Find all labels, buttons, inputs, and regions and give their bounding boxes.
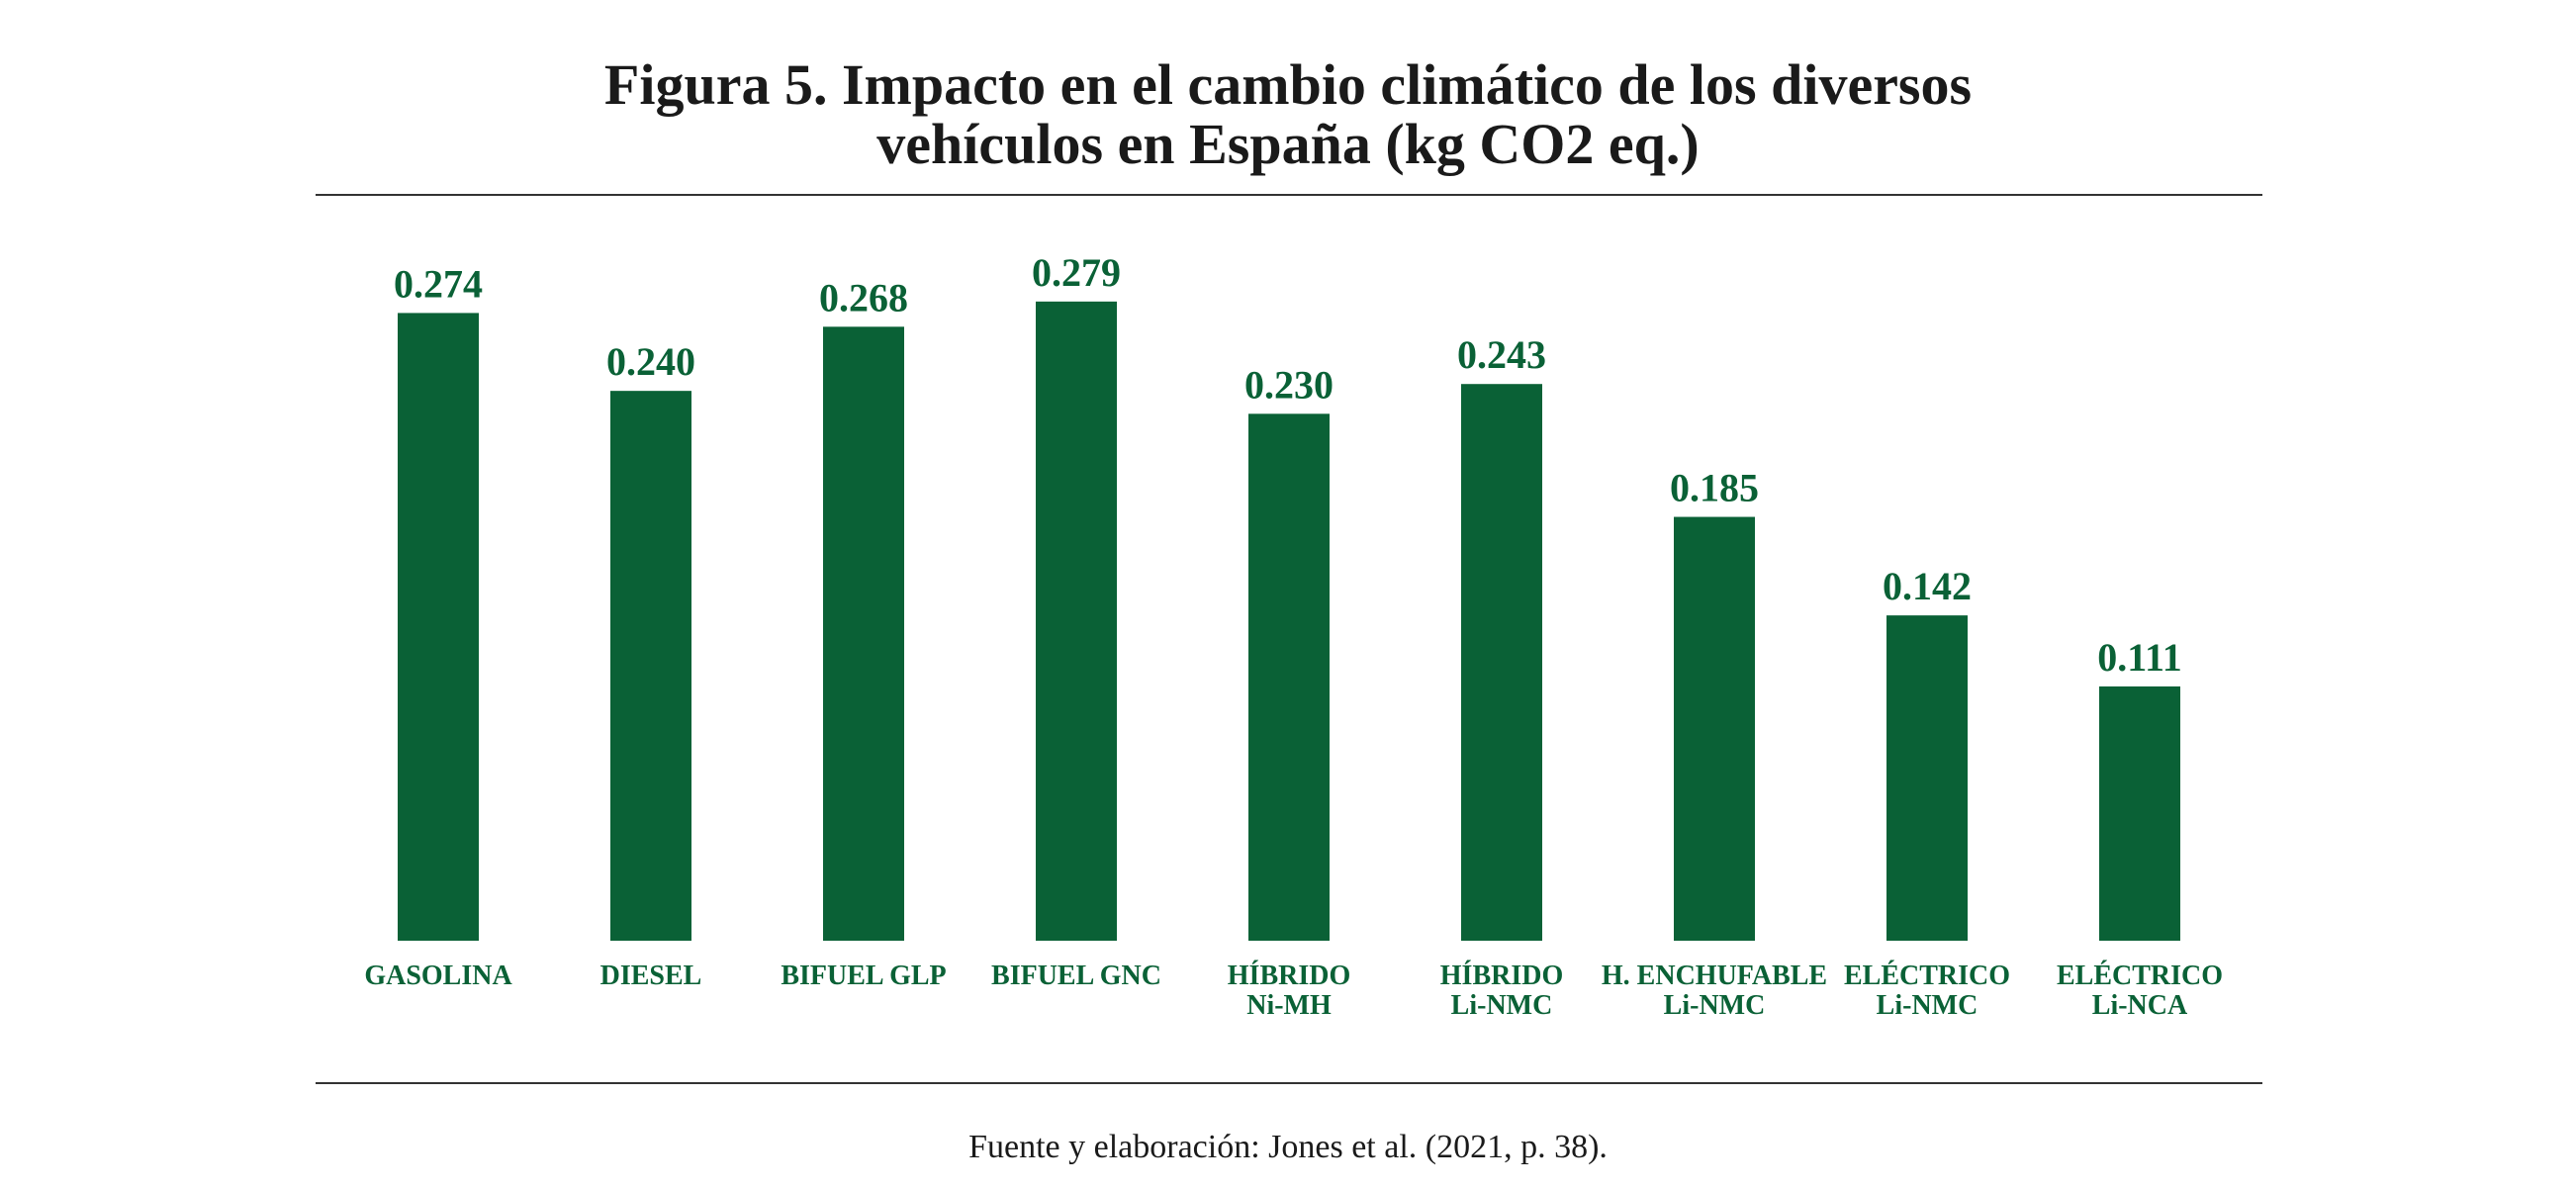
x-tick-label: GASOLINA [364, 960, 512, 991]
chart-title: Figura 5. Impacto en el cambio climático… [604, 52, 1972, 117]
x-tick-label: HÍBRIDO Li-NMC [1439, 960, 1564, 1021]
x-tick-label: BIFUEL GLP [781, 960, 947, 991]
value-label: 0.268 [819, 275, 908, 320]
x-tick-label: HÍBRIDO Ni-MH [1227, 960, 1351, 1021]
value-label: 0.240 [606, 339, 695, 384]
value-label: 0.279 [1032, 250, 1121, 295]
value-label: 0.274 [394, 261, 483, 306]
bar [398, 313, 479, 941]
value-label: 0.111 [2097, 635, 2182, 680]
value-label: 0.243 [1457, 332, 1546, 377]
bar [1461, 384, 1542, 941]
x-tick-label: ELÉCTRICO Li-NCA [2056, 960, 2224, 1021]
x-tick-label: ELÉCTRICO Li-NMC [1843, 960, 2011, 1021]
chart-title: vehículos en España (kg CO2 eq.) [876, 112, 1699, 176]
bar [610, 391, 691, 941]
x-tick-label: DIESEL [599, 960, 702, 991]
x-tick-label: BIFUEL GNC [991, 960, 1161, 991]
value-label: 0.230 [1244, 362, 1334, 407]
x-tick-label: H. ENCHUFABLE Li-NMC [1601, 960, 1828, 1021]
bar [1886, 615, 1968, 941]
bar [2099, 686, 2180, 941]
value-label: 0.185 [1670, 466, 1759, 510]
value-label: 0.142 [1883, 564, 1972, 608]
bar [1248, 413, 1330, 941]
bar [823, 326, 904, 941]
source: Fuente y elaboración: Jones et al. (2021… [968, 1129, 1608, 1165]
bar [1674, 516, 1755, 941]
bar [1036, 301, 1117, 941]
